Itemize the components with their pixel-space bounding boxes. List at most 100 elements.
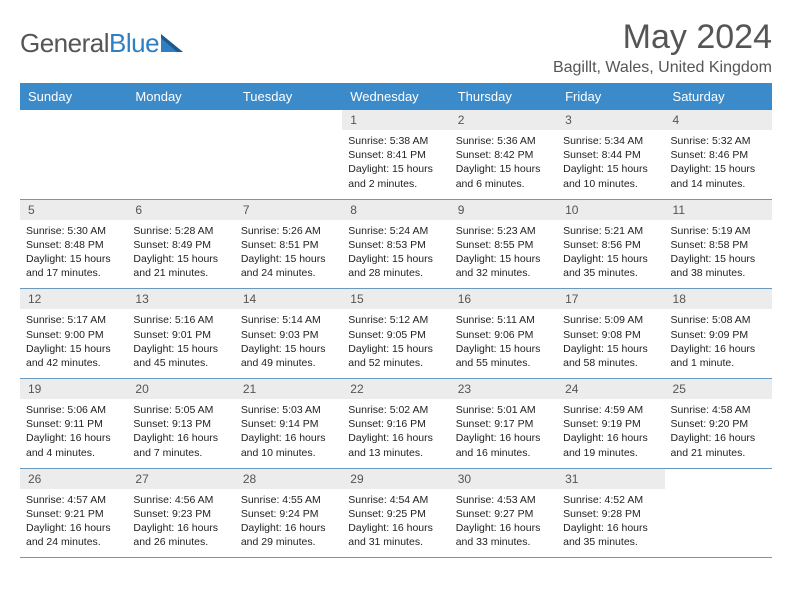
calendar-day-cell: 3 Sunrise: 5:34 AMSunset: 8:44 PMDaylight… xyxy=(557,110,664,199)
calendar-day-cell: 16 Sunrise: 5:11 AMSunset: 9:06 PMDayligh… xyxy=(450,289,557,378)
weekday-header: Saturday xyxy=(665,83,772,110)
day-number: 30 xyxy=(450,469,557,489)
location-subtitle: Bagillt, Wales, United Kingdom xyxy=(553,59,772,77)
calendar-day-cell: 22 Sunrise: 5:02 AMSunset: 9:16 PMDayligh… xyxy=(342,379,449,468)
calendar-table: SundayMondayTuesdayWednesdayThursdayFrid… xyxy=(20,83,772,558)
day-number: 26 xyxy=(20,469,127,489)
day-details: Sunrise: 5:34 AMSunset: 8:44 PMDaylight:… xyxy=(563,134,658,191)
calendar-week-row: 26 Sunrise: 4:57 AMSunset: 9:21 PMDayligh… xyxy=(20,469,772,559)
calendar-week-row: 12Sunrise: 5:17 AMSunset: 9:00 PMDayligh… xyxy=(20,289,772,379)
day-number: 12 xyxy=(20,289,127,309)
calendar-day-cell: 26 Sunrise: 4:57 AMSunset: 9:21 PMDayligh… xyxy=(20,469,127,558)
brand-text: GeneralBlue xyxy=(20,28,159,59)
day-number: 2 xyxy=(450,110,557,130)
calendar-day-cell: 29Sunrise: 4:54 AMSunset: 9:25 PMDayligh… xyxy=(342,469,449,558)
title-block: May 2024 Bagillt, Wales, United Kingdom xyxy=(553,18,772,77)
brand-triangle-icon xyxy=(161,34,189,54)
day-number: 23 xyxy=(450,379,557,399)
day-number: 27 xyxy=(127,469,234,489)
weekday-header: Wednesday xyxy=(342,83,449,110)
day-details: Sunrise: 4:53 AMSunset: 9:27 PMDaylight:… xyxy=(456,493,551,550)
day-details: Sunrise: 5:30 AMSunset: 8:48 PMDaylight:… xyxy=(26,224,121,281)
weekday-header: Tuesday xyxy=(235,83,342,110)
calendar-day-cell: 24 Sunrise: 4:59 AMSunset: 9:19 PMDayligh… xyxy=(557,379,664,468)
calendar-day-cell: 6 Sunrise: 5:28 AMSunset: 8:49 PMDaylight… xyxy=(127,200,234,289)
calendar-day-cell: 28 Sunrise: 4:55 AMSunset: 9:24 PMDayligh… xyxy=(235,469,342,558)
calendar-day-cell: 31 Sunrise: 4:52 AMSunset: 9:28 PMDayligh… xyxy=(557,469,664,558)
calendar-day-cell: 25 Sunrise: 4:58 AMSunset: 9:20 PMDayligh… xyxy=(665,379,772,468)
day-details: Sunrise: 4:59 AMSunset: 9:19 PMDaylight:… xyxy=(563,403,658,460)
calendar-day-cell xyxy=(235,110,342,199)
weekday-header: Monday xyxy=(127,83,234,110)
day-number: 6 xyxy=(127,200,234,220)
day-details: Sunrise: 5:12 AMSunset: 9:05 PMDaylight:… xyxy=(348,313,443,370)
day-details: Sunrise: 5:24 AMSunset: 8:53 PMDaylight:… xyxy=(348,224,443,281)
calendar-week-row: 5 Sunrise: 5:30 AMSunset: 8:48 PMDaylight… xyxy=(20,200,772,290)
calendar-day-cell: 27 Sunrise: 4:56 AMSunset: 9:23 PMDayligh… xyxy=(127,469,234,558)
day-number: 19 xyxy=(20,379,127,399)
day-number: 7 xyxy=(235,200,342,220)
day-details: Sunrise: 5:38 AMSunset: 8:41 PMDaylight:… xyxy=(348,134,443,191)
day-number: 1 xyxy=(342,110,449,130)
day-number: 15 xyxy=(342,289,449,309)
day-number: 25 xyxy=(665,379,772,399)
day-details: Sunrise: 5:03 AMSunset: 9:14 PMDaylight:… xyxy=(241,403,336,460)
day-number: 16 xyxy=(450,289,557,309)
weekday-header: Friday xyxy=(557,83,664,110)
calendar-day-cell: 18Sunrise: 5:08 AMSunset: 9:09 PMDayligh… xyxy=(665,289,772,378)
day-number: 22 xyxy=(342,379,449,399)
brand-part2: Blue xyxy=(109,28,159,58)
day-number: 20 xyxy=(127,379,234,399)
day-details: Sunrise: 5:19 AMSunset: 8:58 PMDaylight:… xyxy=(671,224,766,281)
day-details: Sunrise: 5:16 AMSunset: 9:01 PMDaylight:… xyxy=(133,313,228,370)
day-details: Sunrise: 4:52 AMSunset: 9:28 PMDaylight:… xyxy=(563,493,658,550)
day-details: Sunrise: 5:05 AMSunset: 9:13 PMDaylight:… xyxy=(133,403,228,460)
calendar-body: 1 Sunrise: 5:38 AMSunset: 8:41 PMDaylight… xyxy=(20,110,772,558)
day-details: Sunrise: 4:57 AMSunset: 9:21 PMDaylight:… xyxy=(26,493,121,550)
day-details: Sunrise: 5:08 AMSunset: 9:09 PMDaylight:… xyxy=(671,313,766,370)
day-number: 10 xyxy=(557,200,664,220)
day-number: 13 xyxy=(127,289,234,309)
calendar-day-cell: 1 Sunrise: 5:38 AMSunset: 8:41 PMDaylight… xyxy=(342,110,449,199)
day-details: Sunrise: 5:23 AMSunset: 8:55 PMDaylight:… xyxy=(456,224,551,281)
weekday-header: Sunday xyxy=(20,83,127,110)
calendar-day-cell: 10 Sunrise: 5:21 AMSunset: 8:56 PMDayligh… xyxy=(557,200,664,289)
day-details: Sunrise: 5:21 AMSunset: 8:56 PMDaylight:… xyxy=(563,224,658,281)
calendar-week-row: 19 Sunrise: 5:06 AMSunset: 9:11 PMDayligh… xyxy=(20,379,772,469)
day-number: 3 xyxy=(557,110,664,130)
day-number: 31 xyxy=(557,469,664,489)
weekday-header-row: SundayMondayTuesdayWednesdayThursdayFrid… xyxy=(20,83,772,110)
calendar-week-row: 1 Sunrise: 5:38 AMSunset: 8:41 PMDaylight… xyxy=(20,110,772,200)
month-title: May 2024 xyxy=(553,18,772,57)
day-number: 11 xyxy=(665,200,772,220)
brand-part1: General xyxy=(20,28,109,58)
calendar-day-cell xyxy=(127,110,234,199)
day-details: Sunrise: 5:26 AMSunset: 8:51 PMDaylight:… xyxy=(241,224,336,281)
calendar-day-cell: 21Sunrise: 5:03 AMSunset: 9:14 PMDayligh… xyxy=(235,379,342,468)
day-details: Sunrise: 5:28 AMSunset: 8:49 PMDaylight:… xyxy=(133,224,228,281)
calendar-day-cell: 17Sunrise: 5:09 AMSunset: 9:08 PMDayligh… xyxy=(557,289,664,378)
calendar-day-cell: 19 Sunrise: 5:06 AMSunset: 9:11 PMDayligh… xyxy=(20,379,127,468)
page-header: GeneralBlue May 2024 Bagillt, Wales, Uni… xyxy=(20,18,772,77)
day-details: Sunrise: 5:06 AMSunset: 9:11 PMDaylight:… xyxy=(26,403,121,460)
calendar-day-cell: 5 Sunrise: 5:30 AMSunset: 8:48 PMDaylight… xyxy=(20,200,127,289)
calendar-day-cell: 30 Sunrise: 4:53 AMSunset: 9:27 PMDayligh… xyxy=(450,469,557,558)
day-number: 8 xyxy=(342,200,449,220)
day-details: Sunrise: 5:11 AMSunset: 9:06 PMDaylight:… xyxy=(456,313,551,370)
calendar-day-cell: 20 Sunrise: 5:05 AMSunset: 9:13 PMDayligh… xyxy=(127,379,234,468)
day-details: Sunrise: 5:02 AMSunset: 9:16 PMDaylight:… xyxy=(348,403,443,460)
day-details: Sunrise: 4:58 AMSunset: 9:20 PMDaylight:… xyxy=(671,403,766,460)
day-details: Sunrise: 4:54 AMSunset: 9:25 PMDaylight:… xyxy=(348,493,443,550)
day-details: Sunrise: 4:56 AMSunset: 9:23 PMDaylight:… xyxy=(133,493,228,550)
day-details: Sunrise: 4:55 AMSunset: 9:24 PMDaylight:… xyxy=(241,493,336,550)
day-number: 28 xyxy=(235,469,342,489)
calendar-day-cell: 14Sunrise: 5:14 AMSunset: 9:03 PMDayligh… xyxy=(235,289,342,378)
day-number: 5 xyxy=(20,200,127,220)
calendar-day-cell: 7 Sunrise: 5:26 AMSunset: 8:51 PMDaylight… xyxy=(235,200,342,289)
calendar-day-cell: 23Sunrise: 5:01 AMSunset: 9:17 PMDayligh… xyxy=(450,379,557,468)
weekday-header: Thursday xyxy=(450,83,557,110)
calendar-day-cell: 11 Sunrise: 5:19 AMSunset: 8:58 PMDayligh… xyxy=(665,200,772,289)
brand-logo: GeneralBlue xyxy=(20,18,189,59)
day-details: Sunrise: 5:32 AMSunset: 8:46 PMDaylight:… xyxy=(671,134,766,191)
day-number: 24 xyxy=(557,379,664,399)
